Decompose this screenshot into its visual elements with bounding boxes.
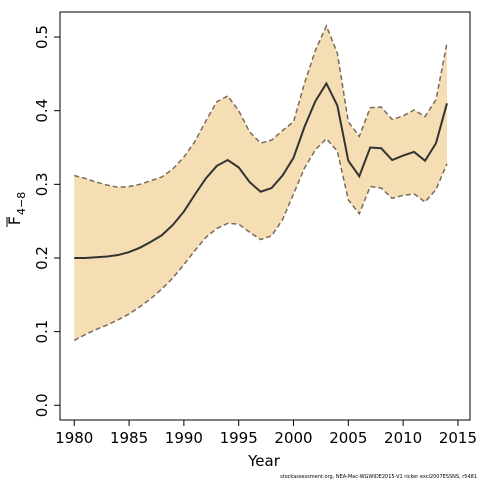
footnote: stockassessment.org, NEA-Mac-WGWIDE2015-… (280, 474, 477, 480)
y-tick-label: 0.2 (33, 246, 51, 270)
y-tick-label: 0.5 (33, 25, 51, 49)
estimate-line (74, 81, 448, 259)
x-tick-label: 2010 (384, 429, 422, 447)
x-tick-label: 1995 (220, 429, 258, 447)
x-tick-label: 1985 (110, 429, 148, 447)
x-tick-label: 2000 (274, 429, 312, 447)
x-tick-label: 2015 (439, 429, 477, 447)
y-tick-label: 0.3 (33, 172, 51, 196)
y-label-sub: 4−8 (15, 192, 28, 215)
y-axis-label: F 4−8 (5, 192, 28, 227)
x-tick-label: 1980 (55, 429, 93, 447)
x-tick-label: 1990 (165, 429, 203, 447)
upper-bound-line (74, 24, 448, 189)
plot-frame (59, 11, 471, 421)
y-label-main: F (5, 216, 24, 225)
y-tick-label: 0.0 (33, 393, 51, 417)
x-axis-label: Year (247, 452, 281, 470)
confidence-band (74, 25, 447, 341)
y-tick-label: 0.4 (33, 99, 51, 123)
x-tick-label: 2005 (329, 429, 367, 447)
lower-bound-line (73, 137, 448, 342)
y-tick-label: 0.1 (33, 320, 51, 344)
